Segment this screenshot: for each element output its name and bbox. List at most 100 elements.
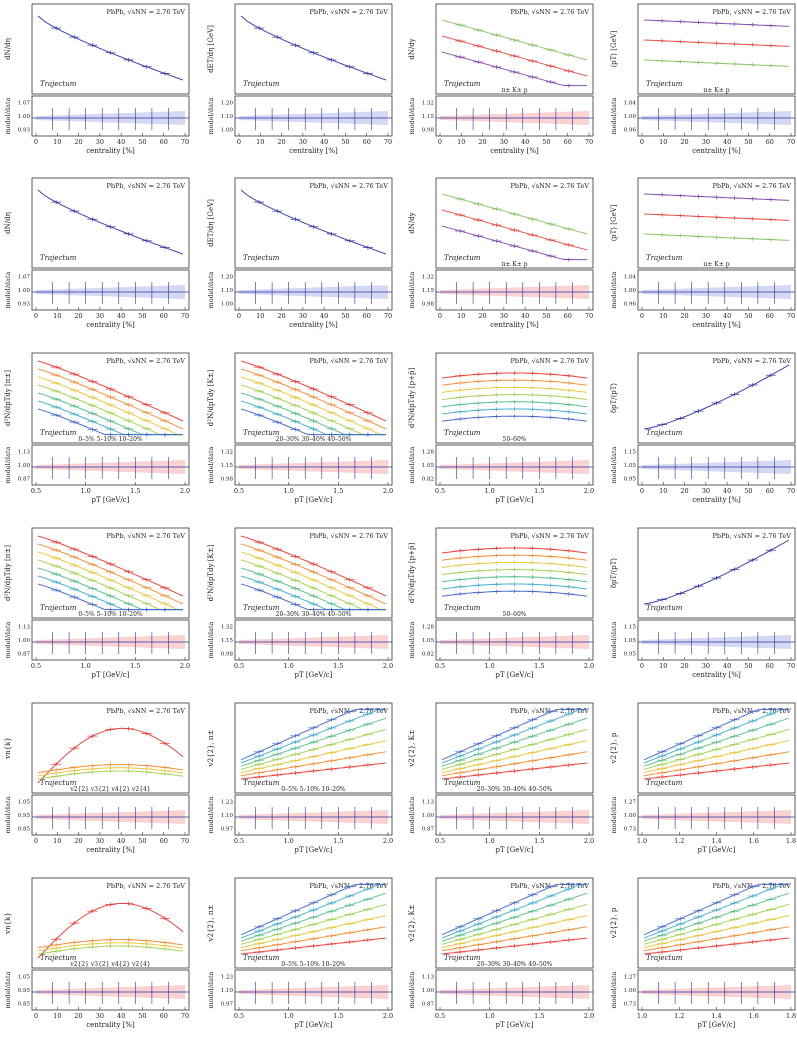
ratio-tick-label: 0.97: [221, 1001, 234, 1007]
ratio-tick-label: 1.00: [422, 988, 435, 994]
ratio-frame: [637, 269, 796, 311]
x-tick-label: 40: [117, 312, 125, 320]
ratio-y-label: model/data: [207, 97, 215, 134]
main-frame: [31, 3, 190, 95]
ratio-tick-label: 1.00: [221, 127, 234, 133]
x-tick-label: 0.5: [234, 837, 244, 845]
legend-text: 0–5% 5–10% 10–20%: [281, 961, 346, 968]
ratio-frame: [31, 619, 190, 661]
ratio-tick-label: 0.96: [624, 301, 637, 307]
y-axis-label: vn{k}: [4, 912, 12, 935]
ratio-frame: [234, 794, 393, 836]
x-axis-label: centrality [%]: [86, 846, 135, 854]
x-tick-label: 2.0: [584, 1012, 594, 1020]
series-curve: [37, 189, 184, 255]
x-tick-label: 70: [787, 662, 795, 670]
ratio-tick-label: 1.23: [221, 800, 234, 806]
energy-label: PbPb, √sNN = 2.76 TeV: [309, 707, 388, 715]
ratio-tick-label: 1.05: [18, 800, 31, 806]
x-tick-label: 40: [117, 837, 125, 845]
ratio-tick-label: 1.23: [221, 975, 234, 981]
x-tick-label: 2.0: [383, 487, 393, 495]
x-tick-label: 1.5: [130, 487, 140, 495]
ratio-y-label: model/data: [610, 97, 618, 134]
ratio-frame: [31, 95, 190, 137]
x-tick-label: 70: [384, 312, 392, 320]
ratio-y-label: model/data: [408, 621, 416, 658]
model-label: Trajectum: [40, 254, 77, 262]
y-axis-label: dN/dη: [4, 38, 12, 60]
main-frame: [435, 352, 594, 444]
x-tick-label: 40: [521, 312, 529, 320]
y-axis-label: dN/dy: [408, 38, 416, 59]
x-tick-label: 30: [500, 138, 508, 146]
x-tick-label: 0: [438, 312, 442, 320]
ratio-tick-label: 0.95: [624, 476, 637, 482]
energy-label: PbPb, √sNN = 2.76 TeV: [106, 8, 185, 16]
x-tick-label: 50: [138, 1012, 146, 1020]
ratio-tick-label: 1.07: [18, 101, 31, 107]
x-tick-label: 10: [256, 312, 264, 320]
energy-label: PbPb, √sNN = 2.76 TeV: [510, 357, 589, 365]
x-axis-label: pT [GeV/c]: [496, 496, 534, 504]
series-curve: [240, 189, 387, 255]
x-tick-label: 10: [659, 487, 667, 495]
x-tick-label: 10: [53, 837, 61, 845]
x-tick-label: 10: [53, 1012, 61, 1020]
ratio-y-label: model/data: [4, 271, 12, 308]
ratio-tick-label: 1.00: [18, 114, 31, 120]
ratio-frame: [31, 269, 190, 311]
x-tick-label: 60: [766, 662, 774, 670]
x-tick-label: 70: [181, 138, 189, 146]
x-tick-label: 1.6: [749, 1012, 759, 1020]
y-axis-label: d²N/dpTdy [p+p̄]: [408, 368, 416, 429]
energy-label: PbPb, √sNN = 2.76 TeV: [510, 8, 589, 16]
x-axis-label: centrality [%]: [692, 147, 741, 155]
ratio-frame: [435, 619, 594, 661]
main-frame: [435, 527, 594, 619]
ratio-frame: [435, 95, 594, 137]
x-tick-label: 1.8: [786, 1012, 796, 1020]
x-tick-label: 50: [744, 312, 752, 320]
ratio-y-label: model/data: [408, 271, 416, 308]
ratio-frame: [637, 619, 796, 661]
x-tick-label: 1.5: [534, 837, 544, 845]
energy-label: PbPb, √sNN = 2.76 TeV: [309, 357, 388, 365]
energy-label: PbPb, √sNN = 2.76 TeV: [309, 882, 388, 890]
x-axis-label: centrality [%]: [86, 1021, 135, 1029]
x-tick-label: 60: [363, 312, 371, 320]
ratio-y-label: model/data: [408, 97, 416, 134]
x-axis-label: pT [GeV/c]: [496, 671, 534, 679]
y-axis-label: dN/dy: [408, 212, 416, 233]
x-tick-label: 0: [34, 837, 38, 845]
y-axis-label: v2{2}, π±: [207, 730, 215, 768]
ratio-frame: [234, 95, 393, 137]
x-tick-label: 20: [478, 138, 486, 146]
ratio-tick-label: 1.10: [221, 988, 234, 994]
ratio-tick-label: 1.20: [221, 275, 234, 281]
ratio-tick-label: 1.15: [221, 638, 234, 644]
x-tick-label: 1.5: [333, 1012, 343, 1020]
x-tick-label: 1.5: [333, 837, 343, 845]
panel-r5-c3: 0.5 1.0 1.5 2.0 pT [GeV/c] v2{2}, K± model/dat…: [408, 702, 594, 854]
x-tick-label: 1.5: [534, 662, 544, 670]
ratio-tick-label: 1.04: [624, 101, 637, 107]
legend-text: 20–30% 30–40% 40–50%: [276, 611, 352, 618]
x-tick-label: 70: [181, 837, 189, 845]
x-tick-label: 0: [237, 138, 241, 146]
x-tick-label: 0: [640, 312, 644, 320]
x-tick-label: 1.0: [484, 1012, 494, 1020]
x-tick-label: 20: [277, 138, 285, 146]
ratio-tick-label: 1.28: [422, 450, 435, 456]
x-tick-label: 1.0: [80, 487, 90, 495]
panel-r3-c1: 0.5 1.0 1.5 2.0 pT [GeV/c] d²N/dpTdy [π±] mode…: [4, 352, 190, 504]
x-tick-label: 60: [160, 1012, 168, 1020]
panel-r2-c3: 0 10 20 30 40 50 60 70 centrality [%] dN/dy model/…: [408, 177, 594, 329]
x-axis-label: pT [GeV/c]: [295, 496, 333, 504]
model-label: Trajectum: [444, 254, 481, 262]
x-tick-label: 60: [766, 138, 774, 146]
panel-r1-c2: 0 10 20 30 40 50 60 70 centrality [%] dET/dη [GeV…: [207, 3, 393, 155]
panel-r3-c2: 0.5 1.0 1.5 2.0 pT [GeV/c] d²N/dpTdy [K±] mode…: [207, 352, 393, 504]
x-tick-label: 0: [34, 138, 38, 146]
y-axis-label: d²N/dpTdy [π±]: [4, 545, 12, 601]
